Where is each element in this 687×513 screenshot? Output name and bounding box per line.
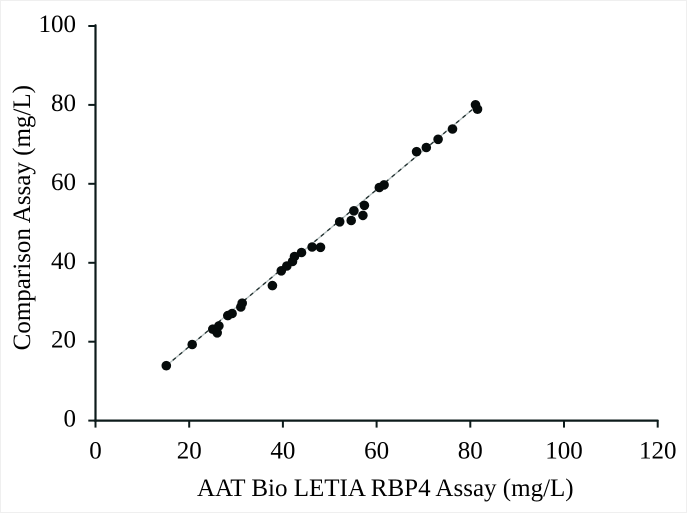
svg-text:20: 20 [51, 327, 76, 354]
svg-text:AAT Bio LETIA RBP4 Assay (mg/L: AAT Bio LETIA RBP4 Assay (mg/L) [197, 475, 574, 502]
svg-text:80: 80 [51, 90, 76, 117]
svg-text:0: 0 [64, 406, 77, 433]
svg-text:0: 0 [89, 438, 102, 465]
svg-text:120: 120 [639, 438, 677, 465]
svg-text:100: 100 [545, 438, 583, 465]
svg-text:60: 60 [364, 438, 389, 465]
svg-text:80: 80 [458, 438, 483, 465]
svg-text:Comparison Assay (mg/L): Comparison Assay (mg/L) [9, 85, 36, 350]
svg-text:20: 20 [177, 438, 202, 465]
svg-text:40: 40 [51, 248, 76, 275]
svg-text:100: 100 [39, 11, 77, 38]
svg-text:60: 60 [51, 169, 76, 196]
svg-text:40: 40 [270, 438, 295, 465]
